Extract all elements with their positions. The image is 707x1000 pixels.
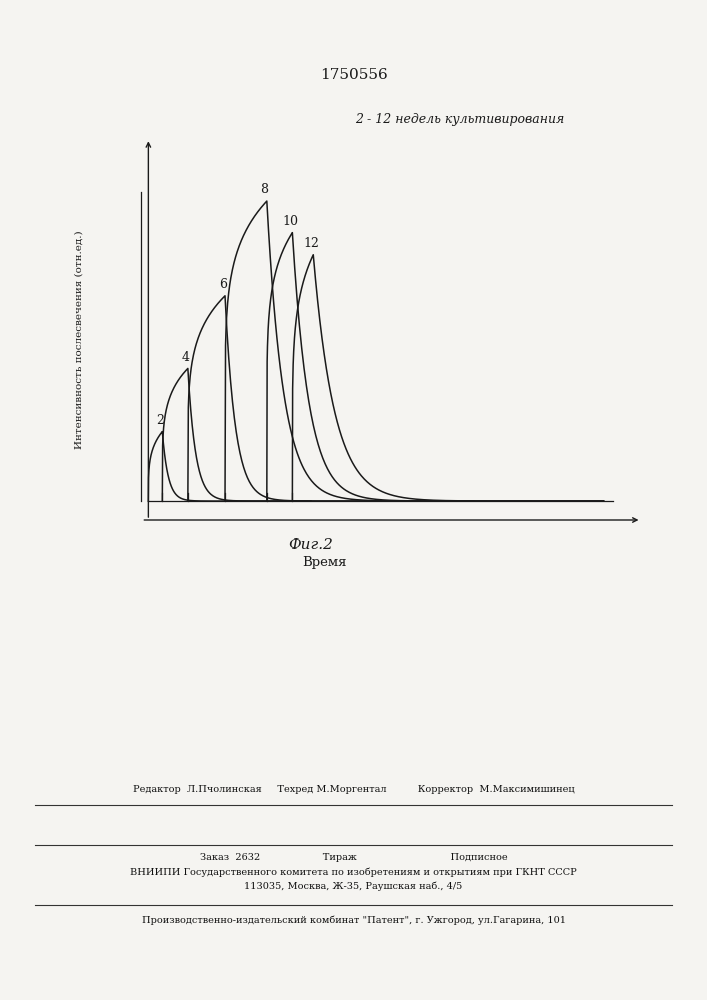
Text: 2 - 12 недель культивирования: 2 - 12 недель культивирования (355, 113, 564, 126)
Text: 2: 2 (156, 414, 164, 427)
Text: 6: 6 (218, 278, 227, 291)
Text: 4: 4 (182, 351, 189, 364)
Text: Время: Время (302, 556, 346, 569)
Text: Редактор  Л.Пчолинская     Техред М.Моргентал          Корректор  М.Максимишинец: Редактор Л.Пчолинская Техред М.Моргентал… (133, 786, 574, 794)
Text: Интенсивность послесвечения (отн.ед.): Интенсивность послесвечения (отн.ед.) (74, 231, 83, 449)
Text: Производственно-издательский комбинат "Патент", г. Ужгород, ул.Гагарина, 101: Производственно-издательский комбинат "П… (141, 915, 566, 925)
Text: 10: 10 (282, 215, 298, 228)
Text: ВНИИПИ Государственного комитета по изобретениям и открытиям при ГКНТ СССР: ВНИИПИ Государственного комитета по изоб… (130, 867, 577, 877)
Text: Заказ  2632                    Тираж                              Подписное: Заказ 2632 Тираж Подписное (199, 852, 508, 861)
Text: 1750556: 1750556 (320, 68, 387, 82)
Text: Фиг.2: Фиг.2 (288, 538, 334, 552)
Text: 8: 8 (260, 183, 269, 196)
Text: 12: 12 (303, 237, 319, 250)
Text: 113035, Москва, Ж-35, Раушская наб., 4/5: 113035, Москва, Ж-35, Раушская наб., 4/5 (245, 881, 462, 891)
